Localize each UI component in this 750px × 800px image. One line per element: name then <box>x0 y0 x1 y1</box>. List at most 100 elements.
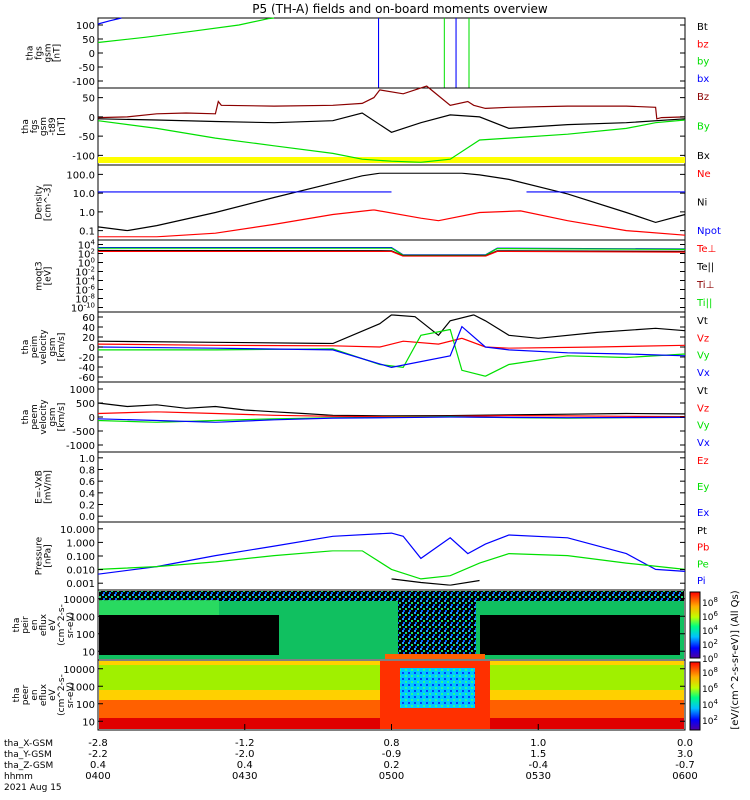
legend-label: Vz <box>697 333 709 344</box>
y-tick-label: -40 <box>79 363 95 374</box>
legend-label: Npot <box>697 226 721 237</box>
legend-label: Bx <box>697 151 710 162</box>
y-tick-label: 102 <box>78 248 95 261</box>
y-tick-label: 500 <box>76 399 95 410</box>
y-tick-label: 100 <box>78 257 95 270</box>
panel-frame <box>97 87 686 166</box>
y-axis-label: tha <box>21 340 31 355</box>
y-tick-label: 0.1 <box>79 227 95 238</box>
panel-2: 50 0 -50 -100 tha fgs gsm -t89 [nT] Bz By Bx <box>21 86 710 166</box>
y-tick-label: 1000 <box>70 682 95 693</box>
colorbar-label: [eV/(cm^2-s-sr-eV)] (All Qs) <box>730 590 741 729</box>
legend-label: Ti|| <box>696 298 712 309</box>
series-line <box>392 579 480 585</box>
y-tick-label: -50 <box>79 132 95 143</box>
y-axis-label: eflux <box>39 683 49 706</box>
series-line <box>98 338 685 348</box>
x-row-label: hhmm <box>4 772 33 782</box>
x-tick-label: 0600 <box>672 771 697 782</box>
series-line <box>98 330 685 377</box>
spectrogram-band <box>99 615 279 655</box>
y-axis-label: gsm <box>44 43 54 62</box>
panel-frame <box>97 451 686 523</box>
legend-label: Vy <box>697 421 710 432</box>
x-tick-label: 0.4 <box>237 760 253 771</box>
series-line <box>98 18 274 43</box>
y-axis-label: velocity <box>39 329 49 365</box>
y-axis-label: tha <box>26 46 36 61</box>
spectrogram <box>99 591 684 659</box>
y-axis-label: tha <box>21 119 31 134</box>
y-axis-label: gsm <box>48 407 58 426</box>
y-axis-label: [nT] <box>57 117 67 135</box>
x-tick-label: 0430 <box>232 771 257 782</box>
x-tick-label: -0.9 <box>382 749 402 760</box>
x-tick-label: 0.2 <box>384 760 400 771</box>
y-tick-label: 10-8 <box>75 293 95 306</box>
x-tick-label: -0.4 <box>528 760 548 771</box>
legend-label: Te|| <box>696 262 714 273</box>
y-tick-label: -100 <box>72 77 95 88</box>
y-axis-label: [km/s] <box>57 333 67 362</box>
y-tick-label: 50 <box>82 35 95 46</box>
legend-label: Vx <box>697 368 710 379</box>
y-tick-label: 10-2 <box>75 266 95 279</box>
x-row-label: tha_Y-GSM <box>4 750 52 760</box>
y-tick-label: 60 <box>82 313 95 324</box>
y-axis-label: en <box>30 619 40 630</box>
y-axis-label: peem <box>30 404 40 430</box>
series-line <box>98 412 685 417</box>
y-axis-label: eV <box>48 618 58 631</box>
legend-label: bx <box>697 74 709 85</box>
y-axis-label: gsm <box>39 117 49 136</box>
y-tick-label: 100 <box>76 21 95 32</box>
series-line <box>98 86 685 119</box>
y-tick-label: -60 <box>79 373 95 384</box>
y-axis-label: Pressure <box>35 536 45 575</box>
legend-label: Vz <box>697 403 709 414</box>
y-tick-label: 0.010 <box>66 566 95 577</box>
y-tick-label: 40 <box>82 323 95 334</box>
y-tick-label: 10-10 <box>71 302 95 315</box>
flag-bar <box>98 157 685 163</box>
y-axis-label: gsm <box>48 337 58 356</box>
colorbar-tick-label: 106 <box>702 610 718 623</box>
spectrogram-band <box>480 615 680 655</box>
y-tick-label: 0 <box>89 413 95 424</box>
y-tick-label: 100 <box>76 700 95 711</box>
spectrogram-band <box>400 668 475 708</box>
panel-frame <box>97 164 686 241</box>
y-tick-label: 10.0 <box>73 189 95 200</box>
legend-label: Vt <box>697 386 708 397</box>
y-axis-label: fgs <box>35 46 45 60</box>
y-tick-label: 0.4 <box>79 489 95 500</box>
colorbar-tick-label: 108 <box>702 596 718 609</box>
colorbar-tick-label: 102 <box>702 714 718 727</box>
y-tick-label: 10-4 <box>75 275 95 288</box>
y-tick-label: 10000 <box>63 595 95 606</box>
series-line <box>98 18 122 24</box>
y-tick-label: -500 <box>72 427 95 438</box>
figure-title: P5 (TH-A) fields and on-board moments ov… <box>252 2 548 16</box>
x-tick-label: -0.7 <box>675 760 695 771</box>
x-tick-label: 1.5 <box>530 749 546 760</box>
legend-label: Vt <box>697 316 708 327</box>
legend-label: Ez <box>697 456 709 467</box>
legend-label: Ti⊥ <box>696 280 714 291</box>
colorbar-lower <box>689 661 701 731</box>
y-tick-label: 1.000 <box>66 538 95 549</box>
x-row-label: 2021 Aug 15 <box>4 783 62 793</box>
x-tick-label: 0530 <box>526 771 551 782</box>
colorbar-tick-label: 104 <box>702 698 718 711</box>
y-tick-label: 0.100 <box>66 552 95 563</box>
x-tick-label: -2.2 <box>88 749 108 760</box>
legend-label: Vy <box>697 351 710 362</box>
y-tick-label: -1000 <box>66 441 95 452</box>
y-axis-label: eV <box>48 688 58 701</box>
y-axis-label: tha <box>21 410 31 425</box>
series-line <box>98 403 685 416</box>
legend-label: by <box>697 57 709 68</box>
legend-label: Pt <box>697 526 707 537</box>
